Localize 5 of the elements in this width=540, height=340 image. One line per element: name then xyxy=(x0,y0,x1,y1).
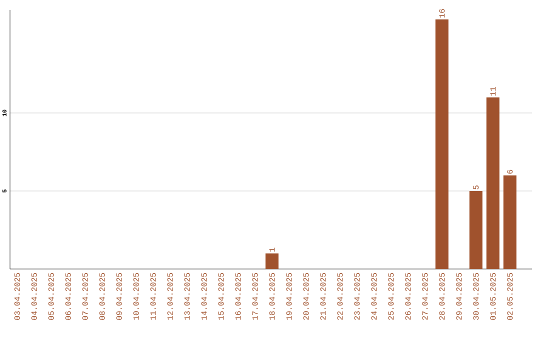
bar xyxy=(435,19,448,269)
bar xyxy=(469,190,482,269)
bar xyxy=(486,97,500,269)
bar xyxy=(503,175,516,269)
bar xyxy=(266,253,279,269)
